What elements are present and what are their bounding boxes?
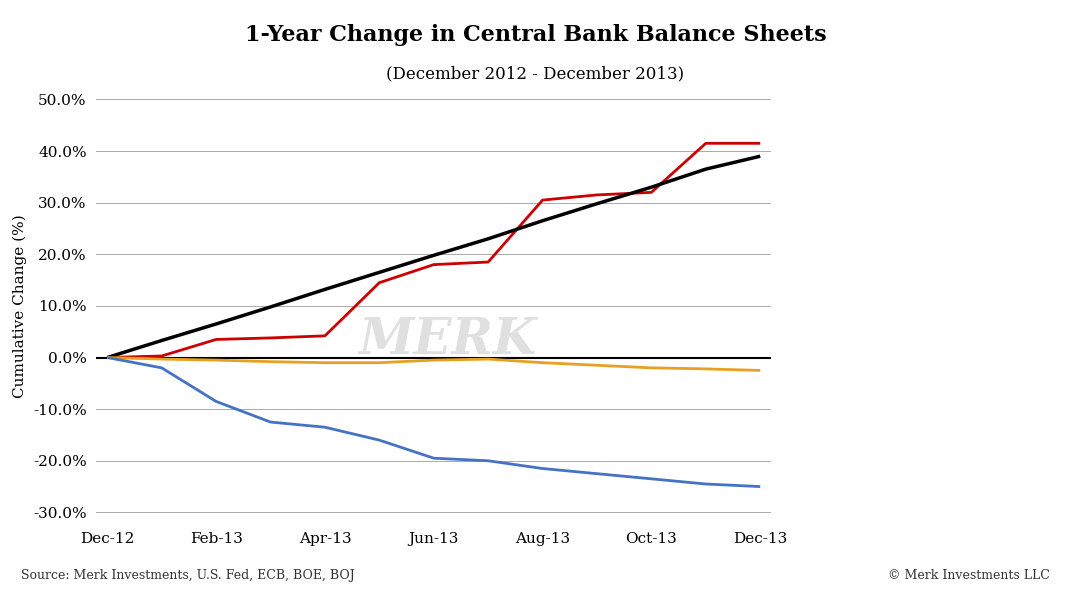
- Y-axis label: Cumulative Change (%): Cumulative Change (%): [13, 214, 28, 398]
- Text: (December 2012 - December 2013): (December 2012 - December 2013): [387, 65, 684, 83]
- Text: Source: Merk Investments, U.S. Fed, ECB, BOE, BOJ: Source: Merk Investments, U.S. Fed, ECB,…: [21, 569, 356, 582]
- Text: 1-Year Change in Central Bank Balance Sheets: 1-Year Change in Central Bank Balance Sh…: [244, 24, 827, 46]
- Text: MERK: MERK: [358, 316, 537, 365]
- Text: © Merk Investments LLC: © Merk Investments LLC: [888, 569, 1050, 582]
